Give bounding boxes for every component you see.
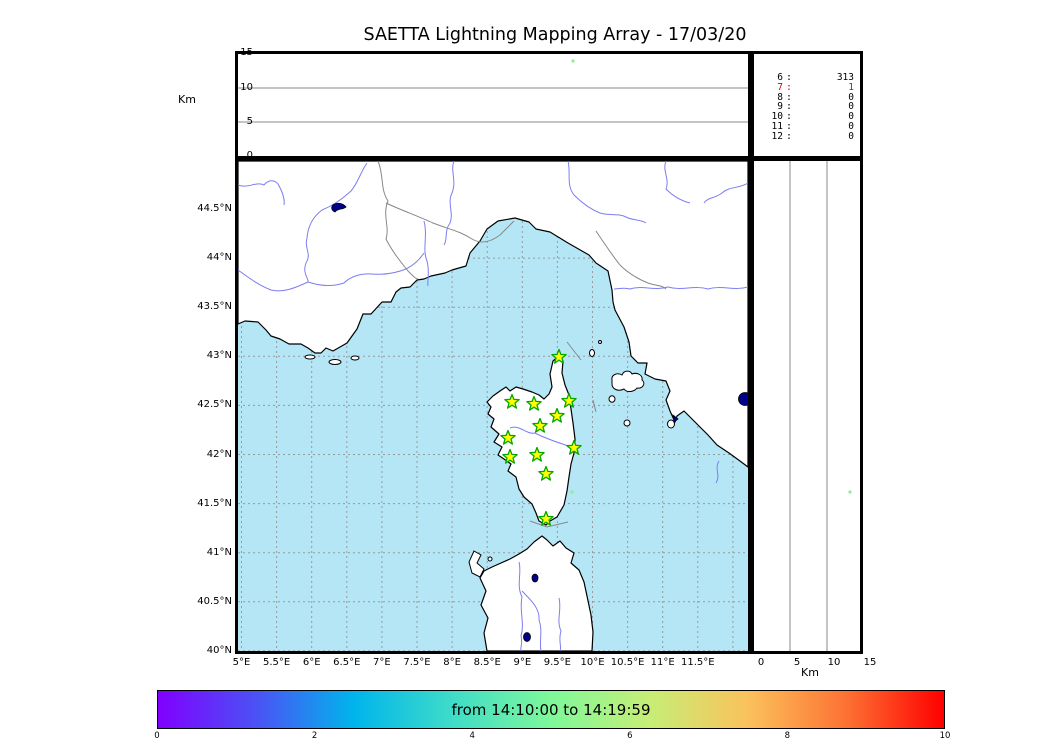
station-count-row: 8:0 — [777, 91, 854, 103]
lat-tick-label: 42.5°N — [197, 399, 232, 411]
altitude-tick-label: 0 — [757, 657, 765, 668]
altitude-latitude-panel — [751, 158, 863, 654]
lma-station-star — [538, 465, 554, 481]
station-count-row: 7:1 — [777, 81, 854, 93]
lma-station-star — [561, 392, 577, 408]
altitude-tick-label: 15 — [863, 657, 877, 668]
station-counts-list: 6:313 7:1 8:0 9:0 10:0 11:0 12:0 — [766, 73, 854, 142]
lon-tick-label: 10°E — [580, 657, 605, 668]
altitude-latitude-plot — [789, 161, 852, 651]
station-count-row: 12:0 — [771, 130, 854, 142]
gorgona-island — [598, 340, 602, 344]
admin-borders — [377, 161, 667, 528]
colorbar-tick-label: 10 — [939, 731, 951, 741]
lakes — [331, 202, 748, 642]
lat-tick-label: 42°N — [206, 448, 232, 460]
lon-tick-label: 11.5°E — [681, 657, 715, 668]
capraia-island — [589, 349, 595, 357]
lma-station-star — [551, 348, 567, 364]
sardinia-coastline — [479, 535, 594, 651]
station-count-row: 10:0 — [771, 111, 854, 123]
giglio-island — [667, 419, 675, 429]
lightning-sources-map — [570, 490, 574, 494]
lat-tick-label: 44°N — [206, 252, 232, 264]
lat-tick-label: 40.5°N — [197, 595, 232, 607]
corsica-coastline — [486, 355, 576, 526]
station-count-row: 11:0 — [771, 120, 854, 132]
colorbar-tick-label: 4 — [469, 731, 475, 741]
altitude-tick-label: 10 — [240, 82, 253, 93]
lon-tick-label: 7°E — [373, 657, 391, 668]
port-cros-island — [328, 359, 342, 365]
lma-station-star — [500, 429, 516, 445]
map-plot — [238, 161, 748, 651]
lat-tick-label: 40°N — [206, 644, 232, 656]
station-count-row: 9:0 — [777, 101, 854, 113]
altitude-tick-label: 10 — [827, 657, 841, 668]
lon-tick-label: 9°E — [513, 657, 532, 668]
altitude-tick-label: 5 — [246, 116, 253, 127]
altitude-tick-label: 15 — [240, 47, 253, 58]
lma-station-star — [529, 446, 545, 462]
pianosa-island — [608, 395, 616, 403]
asinara-island — [468, 550, 485, 578]
lat-tick-label: 41°N — [206, 546, 232, 558]
lat-tick-label: 41.5°N — [197, 497, 232, 509]
colorbar-tick-label: 2 — [311, 731, 318, 741]
lightning-dot — [848, 490, 852, 494]
lon-tick-label: 9.5°E — [543, 657, 571, 668]
lightning-dot — [571, 59, 575, 63]
lightning-dot — [570, 490, 574, 494]
right-altitude-axis-label: Km — [801, 666, 819, 679]
islet — [487, 556, 493, 562]
lon-tick-label: 5°E — [232, 657, 251, 668]
lon-tick-label: 11°E — [650, 657, 675, 668]
altitude-tick-label: 0 — [246, 150, 253, 161]
altitude-tick-label: 5 — [793, 657, 801, 668]
colorbar-tick-label: 0 — [154, 731, 160, 741]
page-title: SAETTA Lightning Mapping Array - 17/03/2… — [363, 25, 747, 45]
levant-island — [350, 355, 360, 361]
montecristo-island — [623, 419, 631, 427]
lma-station-star — [549, 407, 565, 423]
lon-tick-label: 5.5°E — [262, 657, 291, 668]
porquerolles-island — [304, 354, 316, 360]
elba-island — [611, 370, 645, 392]
lon-tick-label: 8°E — [443, 657, 461, 668]
lma-stations — [500, 348, 582, 526]
lma-station-star — [538, 510, 554, 526]
station-count-row: 6:313 — [777, 72, 854, 83]
lat-tick-label: 43°N — [206, 350, 232, 362]
lat-tick-label: 44.5°N — [197, 203, 232, 214]
lon-tick-label: 6.5°E — [333, 657, 361, 668]
lma-station-star — [532, 417, 548, 433]
lon-tick-label: 8.5°E — [473, 657, 501, 668]
lon-tick-label: 7.5°E — [403, 657, 431, 668]
altitude-longitude-plot — [238, 59, 748, 123]
time-window-label: from 14:10:00 to 14:19:59 — [451, 700, 651, 719]
lon-tick-label: 6°E — [302, 657, 321, 668]
lon-tick-label: 10.5°E — [610, 657, 645, 668]
map-panel — [235, 158, 751, 654]
time-colorbar: from 14:10:00 to 14:19:59 — [157, 690, 945, 729]
station-counts-panel: 6:313 7:1 8:0 9:0 10:0 11:0 12:0 — [751, 51, 863, 159]
mainland-coastline — [238, 161, 748, 468]
altitude-longitude-panel — [235, 51, 751, 159]
lma-station-star — [504, 393, 520, 409]
lat-tick-label: 43.5°N — [197, 301, 232, 313]
lma-station-star — [502, 448, 518, 464]
colorbar-tick-label: 8 — [784, 731, 791, 741]
lma-station-star — [566, 439, 582, 455]
altitude-axis-label: Km — [178, 93, 196, 106]
colorbar-tick-label: 6 — [627, 731, 633, 741]
rivers — [238, 161, 748, 651]
lma-station-star — [526, 395, 542, 411]
